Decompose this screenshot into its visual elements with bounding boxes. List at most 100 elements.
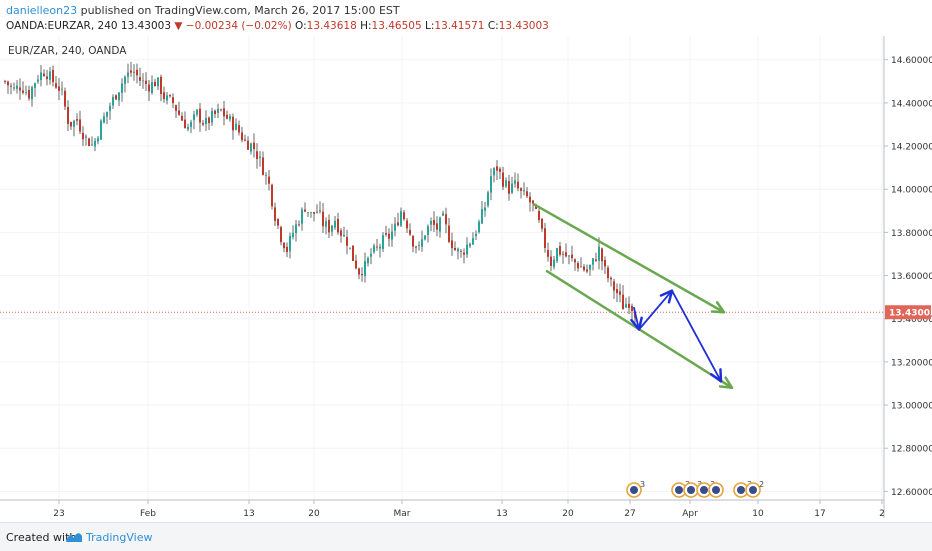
candle-body: [331, 225, 333, 232]
candle-body: [571, 254, 573, 259]
candle-body: [91, 144, 93, 146]
candle-body: [310, 212, 312, 214]
time-tick-label: 23: [53, 509, 64, 518]
candle-body: [628, 303, 630, 308]
event-marker-dot: [737, 486, 745, 494]
candle-body: [490, 176, 492, 193]
tradingview-brand[interactable]: TradingView: [86, 531, 153, 544]
publish-line: danielleon23 published on TradingView.co…: [6, 4, 400, 17]
candle-body: [577, 262, 579, 269]
candle-body: [472, 238, 474, 245]
drawings[interactable]: [532, 203, 734, 390]
candle-body: [70, 121, 72, 127]
price-axis[interactable]: 14.60000 14.40000 14.20000 14.00000 13.80000…: [884, 56, 932, 498]
candle-body: [364, 261, 366, 277]
candle-body: [367, 257, 369, 264]
candle-body: [499, 168, 501, 172]
price-tick-label: 14.00000: [891, 186, 932, 196]
candle-body: [508, 181, 510, 194]
candle-body: [19, 87, 21, 91]
candle-body: [439, 217, 441, 232]
candle-body: [601, 248, 603, 262]
time-tick-label: Apr: [682, 509, 698, 518]
symbol-label: OANDA:EURZAR, 240: [6, 20, 118, 32]
event-markers[interactable]: 323332: [626, 480, 764, 498]
event-marker-count: 2: [759, 480, 764, 489]
candle-body: [535, 204, 537, 209]
price-tick-label: 14.40000: [891, 99, 932, 109]
candle-body: [250, 143, 252, 152]
candle-body: [25, 92, 27, 93]
candle-body: [298, 224, 300, 226]
candle-body: [433, 219, 435, 225]
change-value: −0.00234 (−0.02%): [185, 20, 292, 32]
chart-header: danielleon23 published on TradingView.co…: [0, 0, 932, 36]
candle-body: [127, 72, 129, 77]
event-marker-dot: [700, 486, 708, 494]
price-tick-label: 13.20000: [891, 358, 932, 368]
high-value: 13.46505: [371, 20, 422, 32]
projection-segment[interactable]: [671, 289, 722, 383]
candle-body: [319, 210, 321, 212]
candle-body: [514, 180, 516, 184]
candle-body: [454, 247, 456, 251]
tradingview-logo-icon[interactable]: [64, 530, 84, 544]
candle-body: [241, 132, 243, 141]
candle-body: [16, 85, 18, 89]
candle-body: [493, 168, 495, 176]
close-value: 13.43003: [498, 20, 549, 32]
last-value: 13.43003: [120, 20, 172, 32]
candle-body: [475, 233, 477, 237]
candle-body: [229, 116, 231, 120]
candle-body: [133, 71, 135, 73]
candle-body: [28, 89, 30, 99]
candle-body: [382, 235, 384, 249]
candle-body: [94, 140, 96, 147]
projection-arrow-head: [710, 368, 723, 383]
candle-body: [538, 211, 540, 220]
candle-body: [184, 119, 186, 129]
open-value: 13.43618: [306, 20, 357, 32]
candle-body: [328, 219, 330, 233]
candle-body: [193, 114, 195, 121]
candle-body: [322, 211, 324, 227]
candle-body: [73, 120, 75, 127]
candle-body: [121, 83, 123, 93]
candle-body: [595, 259, 597, 261]
candle-body: [307, 212, 309, 213]
plot-background: [0, 36, 884, 518]
candle-body: [124, 76, 126, 84]
event-marker-dot: [687, 486, 695, 494]
candle-body: [553, 259, 555, 268]
candle-body: [409, 230, 411, 235]
candle-body: [292, 232, 294, 238]
candle-body: [208, 117, 210, 124]
candle-body: [337, 218, 339, 233]
candle-body: [385, 233, 387, 235]
channel-upper-arrow[interactable]: [532, 203, 726, 314]
candle-body: [268, 176, 270, 184]
event-marker-dot: [749, 486, 757, 494]
candle-body: [139, 77, 141, 81]
price-chart[interactable]: EUR/ZAR, 240, OANDA 323332 14.6000014.40…: [0, 36, 932, 518]
price-tick-label: 13.40000: [891, 315, 932, 325]
candle-body: [190, 122, 192, 128]
candle-body: [40, 72, 42, 81]
time-tick-label: 13: [243, 509, 254, 518]
time-axis[interactable]: 23 Feb 13 20 Mar 13 20 27 Apr 10 17 2: [53, 500, 885, 518]
time-tick-label: 10: [752, 509, 764, 518]
candle-body: [304, 209, 306, 212]
projection-segment[interactable]: [633, 307, 640, 331]
candle-body: [481, 209, 483, 224]
candle-body: [61, 88, 63, 90]
candle-body: [427, 226, 429, 235]
candle-body: [43, 73, 45, 77]
candle-body: [412, 235, 414, 247]
chart-area[interactable]: EUR/ZAR, 240, OANDA 323332 14.6000014.40…: [0, 36, 932, 518]
projection-segment[interactable]: [638, 289, 673, 331]
candle-body: [31, 87, 33, 100]
username-link[interactable]: danielleon23: [6, 4, 78, 17]
candle-body: [610, 277, 612, 280]
candle-body: [157, 77, 159, 87]
candle-body: [574, 259, 576, 263]
